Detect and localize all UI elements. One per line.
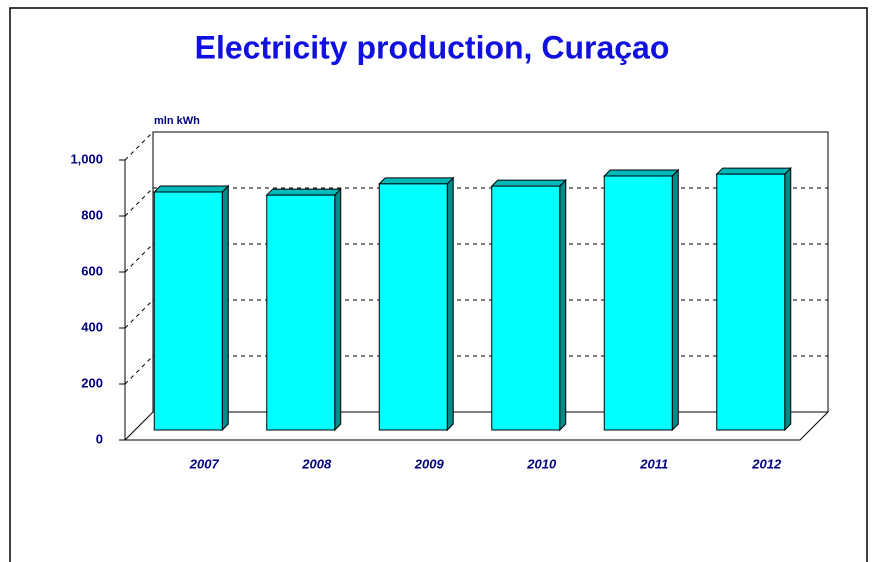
bar-top <box>378 177 455 185</box>
bar <box>603 168 680 432</box>
x-tick-label: 2010 <box>526 456 557 471</box>
grid-line <box>124 131 154 161</box>
grid-line <box>124 299 154 329</box>
bar-top <box>603 169 680 177</box>
x-tick-label: 2009 <box>414 456 445 471</box>
frame <box>9 7 868 562</box>
bar-top <box>153 185 230 193</box>
bar-top <box>490 179 567 187</box>
grid-line <box>124 187 154 217</box>
bar <box>378 176 455 432</box>
x-tick-label: 2008 <box>301 456 332 471</box>
grid-line <box>124 355 154 385</box>
bar-side <box>671 168 679 432</box>
y-tick-label: 200 <box>81 375 103 390</box>
bar-front <box>491 185 561 431</box>
bar-front <box>378 183 448 431</box>
bar-top <box>715 167 792 175</box>
bar-front <box>603 175 673 431</box>
x-tick-label: 2011 <box>639 456 668 471</box>
grid-line <box>124 243 154 273</box>
y-tick-label: 1,000 <box>70 151 103 166</box>
y-tick-label: 600 <box>81 263 103 278</box>
y-tick-label: 0 <box>96 431 103 446</box>
bar-front <box>266 194 336 431</box>
bar-side <box>446 176 454 432</box>
bar-front <box>716 173 786 431</box>
floor <box>123 411 830 441</box>
y-axis-label: mln kWh <box>154 115 200 127</box>
bar <box>265 187 342 432</box>
bar-side <box>221 184 229 432</box>
x-tick-label: 2012 <box>751 456 782 471</box>
bar-top <box>265 188 342 196</box>
bar <box>715 166 792 432</box>
bar-side <box>334 187 342 432</box>
bar <box>153 184 230 432</box>
bar-front <box>153 191 223 431</box>
bar-side <box>784 166 792 432</box>
x-tick-label: 2007 <box>189 456 220 471</box>
y-tick-label: 400 <box>81 319 103 334</box>
chart-title: Electricity production, Curaçao <box>195 29 670 65</box>
y-tick-label: 800 <box>81 207 103 222</box>
bar-side <box>559 178 567 432</box>
bar <box>490 178 567 432</box>
